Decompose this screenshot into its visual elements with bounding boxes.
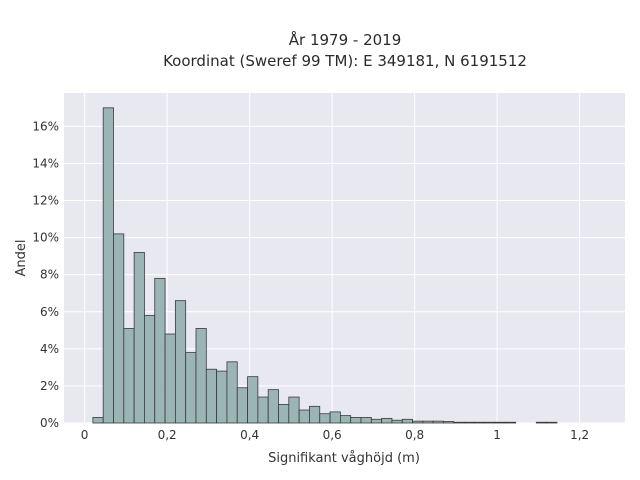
x-tick-label: 1: [493, 428, 501, 442]
y-tick-label: 10%: [32, 231, 59, 245]
histogram-bar: [504, 421, 517, 424]
chart-title-line2: Koordinat (Sweref 99 TM): E 349181, N 61…: [163, 52, 527, 70]
histogram-bar: [391, 419, 403, 424]
histogram-bar: [123, 328, 135, 424]
y-tick-label: 4%: [40, 342, 59, 356]
y-axis-label: Andel: [14, 240, 29, 277]
x-axis-ticks: 0 0,2 0,4 0,6 0,8 1 1,2: [81, 428, 589, 442]
histogram-bar: [226, 361, 238, 424]
histogram-bar: [309, 405, 321, 424]
x-tick-label: 0,4: [240, 428, 259, 442]
chart-title-line1: År 1979 - 2019: [289, 30, 402, 49]
histogram-bar: [195, 328, 207, 424]
histogram-bar: [494, 421, 506, 424]
histogram-bar: [401, 418, 413, 424]
x-tick-label: 0: [81, 428, 89, 442]
y-tick-label: 0%: [40, 416, 59, 430]
histogram-bar: [102, 107, 114, 424]
histogram-bar: [432, 420, 444, 424]
histogram-bar: [257, 396, 269, 424]
y-tick-label: 8%: [40, 268, 59, 282]
x-axis-label: Signifikant våghöjd (m): [268, 451, 420, 466]
histogram-bar: [154, 277, 166, 424]
histogram-bar: [443, 421, 455, 424]
histogram-bar: [267, 389, 279, 424]
histogram-bar: [370, 418, 383, 424]
x-tick-label: 0,2: [158, 428, 177, 442]
histogram-bar: [298, 409, 310, 424]
histogram-bar: [164, 333, 176, 424]
histogram-bar: [484, 421, 496, 424]
y-tick-label: 2%: [40, 379, 59, 393]
histogram-bar: [350, 417, 362, 424]
histogram-bar: [412, 420, 424, 424]
histogram-bar: [278, 404, 290, 424]
y-tick-label: 14%: [32, 156, 59, 170]
histogram-bar: [319, 413, 331, 424]
histogram-bar: [216, 370, 228, 424]
y-tick-label: 12%: [32, 194, 59, 208]
histogram-bar: [133, 252, 145, 424]
histogram-bar: [185, 352, 197, 424]
histogram-bar: [422, 420, 434, 424]
histogram-bar: [236, 387, 248, 424]
x-tick-label: 0,8: [405, 428, 424, 442]
y-tick-label: 6%: [40, 305, 59, 319]
y-tick-label: 16%: [32, 119, 59, 133]
histogram-bar: [360, 417, 372, 424]
histogram-bar: [113, 233, 125, 424]
histogram-bar: [339, 415, 352, 424]
x-tick-label: 1,2: [570, 428, 589, 442]
x-tick-label: 0,6: [323, 428, 342, 442]
histogram-bar: [463, 421, 475, 424]
histogram-bar: [453, 421, 465, 424]
histogram-bar: [546, 421, 558, 424]
histogram-bar: [288, 396, 300, 424]
histogram-bar: [92, 417, 104, 424]
histogram-bar: [144, 315, 156, 424]
y-axis-ticks: 0% 2% 4% 6% 8% 10% 12% 14% 16%: [32, 119, 59, 430]
histogram-bar: [381, 417, 393, 424]
histogram-bar: [535, 421, 548, 424]
histogram-bar: [247, 376, 259, 424]
histogram-bar: [474, 421, 486, 424]
histogram-bar: [205, 368, 218, 424]
histogram-bar: [174, 300, 187, 424]
histogram-bar: [329, 411, 341, 424]
bars: [92, 107, 558, 424]
